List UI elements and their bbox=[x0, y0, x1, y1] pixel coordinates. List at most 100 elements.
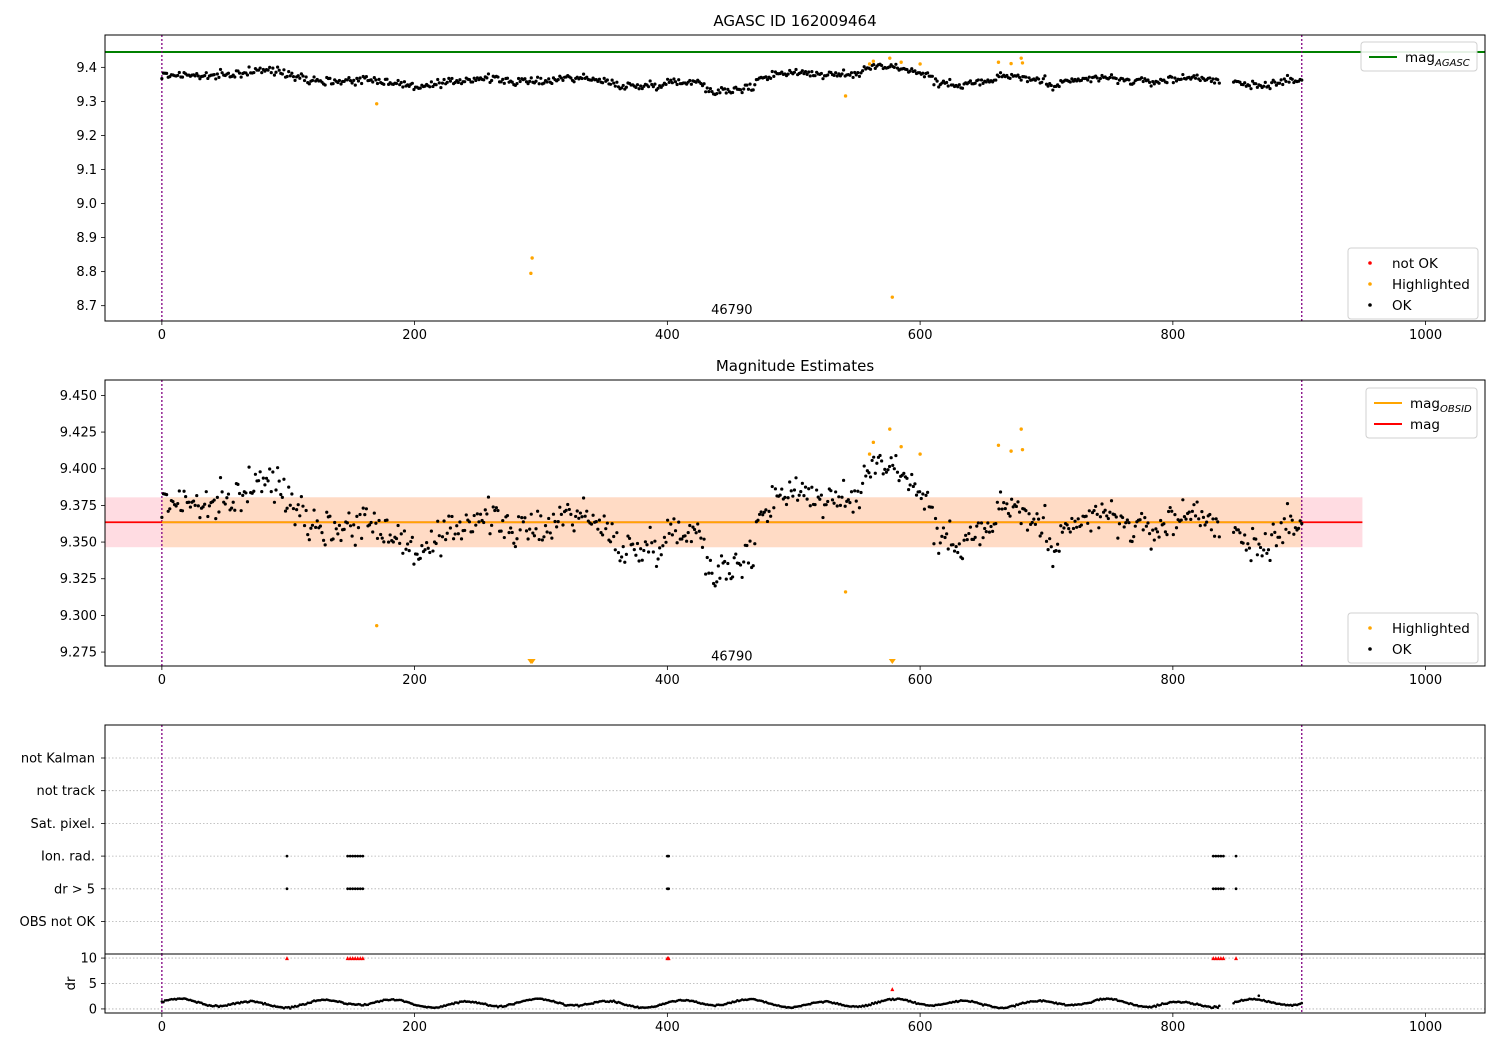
dr-point bbox=[1013, 1005, 1017, 1008]
ok-point bbox=[1293, 526, 1298, 530]
ok-point bbox=[1174, 526, 1179, 530]
ok-point bbox=[323, 543, 327, 547]
ok-point bbox=[1043, 503, 1047, 508]
off-scale-marker bbox=[888, 659, 896, 664]
ok-point bbox=[675, 82, 679, 87]
flags-panel: not Kalman not track Sat. pixel. Ion. rad. d… bbox=[20, 724, 1486, 955]
ok-point bbox=[353, 83, 357, 87]
dr-flag-point bbox=[1211, 956, 1216, 961]
ok-point bbox=[214, 517, 218, 521]
ok-point bbox=[220, 71, 224, 75]
ok-point bbox=[878, 453, 882, 458]
ok-point bbox=[1057, 84, 1061, 89]
ok-point bbox=[523, 516, 527, 520]
ok-point bbox=[1116, 81, 1120, 86]
ok-point bbox=[355, 514, 359, 518]
ok-point bbox=[515, 81, 519, 86]
ok-point bbox=[437, 81, 441, 85]
ok-point bbox=[290, 492, 294, 496]
ok-point bbox=[616, 550, 621, 555]
ok-point bbox=[287, 485, 291, 489]
ok-point bbox=[407, 548, 411, 553]
y-tick: 9.450 bbox=[60, 389, 105, 404]
ok-point bbox=[759, 510, 763, 514]
ok-point bbox=[1274, 544, 1278, 548]
ok-point bbox=[1251, 526, 1255, 531]
y-tick-label: 10 bbox=[80, 952, 97, 967]
ok-point bbox=[276, 65, 280, 69]
ok-point bbox=[1192, 74, 1196, 78]
flag-point bbox=[1211, 887, 1215, 891]
flag-point bbox=[346, 887, 350, 891]
dr-flag-point bbox=[890, 987, 895, 992]
ok-point bbox=[1065, 523, 1069, 527]
ok-point bbox=[1254, 82, 1258, 86]
ok-point bbox=[880, 459, 884, 463]
ok-point bbox=[1290, 518, 1294, 522]
ok-point bbox=[299, 72, 303, 76]
ok-point bbox=[193, 503, 197, 507]
ok-point bbox=[391, 540, 395, 544]
ok-point bbox=[1249, 559, 1253, 563]
ok-point bbox=[291, 506, 296, 511]
ok-point bbox=[486, 495, 491, 499]
ok-point bbox=[707, 571, 711, 575]
ok-point bbox=[1143, 516, 1147, 520]
ok-point bbox=[358, 512, 362, 517]
ok-point bbox=[952, 549, 957, 553]
ok-point bbox=[705, 86, 709, 90]
ok-point bbox=[599, 531, 603, 535]
flag-point bbox=[358, 854, 362, 858]
ok-point bbox=[626, 534, 630, 538]
ok-point bbox=[1193, 514, 1198, 518]
ok-point bbox=[347, 76, 351, 80]
ok-point bbox=[623, 560, 627, 564]
ok-point bbox=[244, 491, 248, 495]
ok-point bbox=[696, 522, 700, 526]
ok-point bbox=[862, 65, 866, 69]
ok-point bbox=[597, 77, 602, 81]
legend-dot-swatch bbox=[1368, 282, 1372, 286]
ok-point bbox=[542, 81, 546, 85]
ok-point bbox=[1076, 517, 1080, 521]
ok-point bbox=[813, 74, 817, 78]
ok-point bbox=[726, 561, 730, 566]
ok-point bbox=[291, 74, 296, 79]
ok-point bbox=[459, 537, 464, 541]
ok-point bbox=[1067, 527, 1071, 531]
ok-point bbox=[1238, 80, 1242, 84]
ok-point bbox=[1044, 539, 1049, 543]
x-tick: 200 bbox=[402, 321, 427, 343]
y-tick-label: 9.275 bbox=[60, 646, 97, 661]
ok-point bbox=[1117, 522, 1122, 526]
ok-point bbox=[350, 534, 354, 538]
ok-point bbox=[272, 73, 277, 77]
ok-point bbox=[979, 521, 984, 525]
ok-point bbox=[968, 79, 973, 83]
ok-point bbox=[978, 83, 982, 87]
ok-point bbox=[505, 76, 510, 80]
ok-point bbox=[854, 73, 858, 77]
ok-point bbox=[738, 88, 743, 92]
y-tick: Ion. rad. bbox=[41, 850, 105, 865]
ok-point bbox=[1005, 73, 1009, 78]
ok-point bbox=[293, 78, 297, 82]
ok-point bbox=[723, 559, 727, 564]
ok-point bbox=[442, 77, 446, 82]
ok-point bbox=[921, 492, 925, 496]
ok-point bbox=[1017, 75, 1022, 80]
ok-point bbox=[585, 509, 589, 513]
ok-point bbox=[840, 72, 844, 76]
ok-point bbox=[444, 538, 448, 542]
chart-title: Magnitude Estimates bbox=[716, 357, 874, 375]
x-tick-label: 0 bbox=[158, 673, 166, 688]
ok-point bbox=[753, 542, 757, 546]
ok-point bbox=[973, 535, 977, 539]
ok-point bbox=[540, 538, 544, 542]
ok-point bbox=[174, 504, 178, 508]
ok-point bbox=[810, 70, 814, 74]
ok-point bbox=[769, 514, 773, 518]
dr-flag-point bbox=[666, 956, 671, 961]
off-scale-marker bbox=[528, 659, 536, 664]
ok-point bbox=[296, 503, 300, 507]
